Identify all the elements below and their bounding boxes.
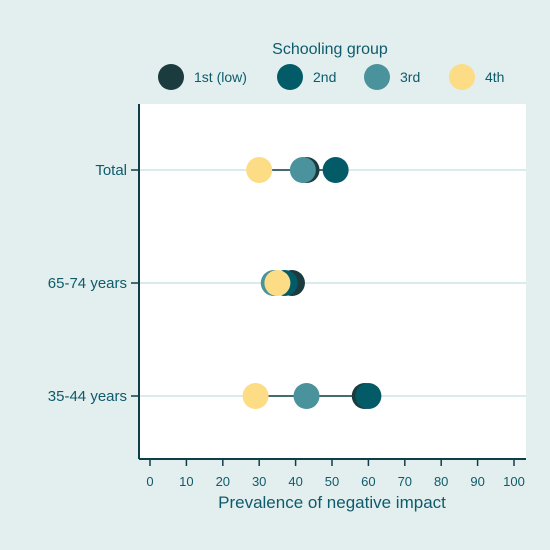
x-tick-label-90: 90 [470, 474, 484, 489]
legend-marker-1st-low [158, 64, 184, 90]
x-tick-label-50: 50 [325, 474, 339, 489]
x-tick-label-40: 40 [288, 474, 302, 489]
point-total-4th [246, 157, 273, 183]
point-total-2nd [322, 157, 349, 183]
x-tick-label-10: 10 [179, 474, 193, 489]
point-35-44-years-3rd [293, 383, 320, 409]
data-points [242, 157, 382, 409]
legend-label-4th: 4th [485, 69, 504, 85]
x-tick-label-60: 60 [361, 474, 375, 489]
legend-label-2nd: 2nd [313, 69, 336, 85]
category-label-total: Total [95, 162, 127, 179]
x-tick-label-70: 70 [398, 474, 412, 489]
category-label-65-74-years: 65-74 years [48, 275, 127, 292]
point-35-44-years-2nd [355, 383, 382, 409]
legend-marker-2nd [277, 64, 303, 90]
legend-label-3rd: 3rd [400, 69, 420, 85]
x-tick-label-80: 80 [434, 474, 448, 489]
legend: 1st (low) 2nd 3rd 4th [158, 64, 504, 90]
x-tick-label-100: 100 [503, 474, 525, 489]
point-total-3rd [289, 157, 316, 183]
category-labels: Total 65-74 years 35-44 years [48, 162, 139, 405]
plot-area [139, 104, 526, 459]
point-35-44-years-4th [242, 383, 269, 409]
legend-title: Schooling group [272, 41, 388, 58]
point-65-74-years-4th [264, 270, 291, 296]
x-axis-ticks: 0 10 20 30 40 50 60 70 80 90 100 [146, 459, 525, 489]
x-tick-label-20: 20 [216, 474, 230, 489]
x-axis-label: Prevalence of negative impact [218, 493, 446, 512]
x-tick-label-30: 30 [252, 474, 266, 489]
legend-marker-3rd [364, 64, 390, 90]
legend-marker-4th [449, 64, 475, 90]
legend-label-1st-low: 1st (low) [194, 69, 247, 85]
x-tick-label-0: 0 [146, 474, 153, 489]
category-label-35-44-years: 35-44 years [48, 388, 127, 405]
